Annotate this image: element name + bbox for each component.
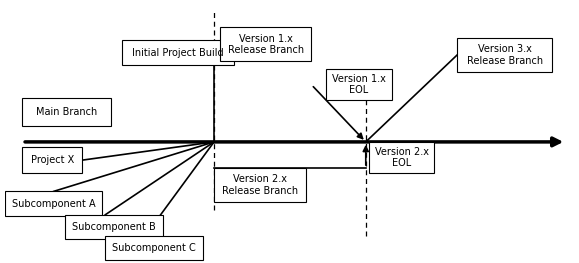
FancyBboxPatch shape [369,142,434,173]
FancyBboxPatch shape [105,236,203,260]
FancyBboxPatch shape [122,41,234,65]
FancyBboxPatch shape [214,168,306,202]
FancyBboxPatch shape [457,38,552,72]
Text: Version 1.x
Release Branch: Version 1.x Release Branch [228,33,303,55]
Text: Version 3.x
Release Branch: Version 3.x Release Branch [467,44,543,65]
FancyBboxPatch shape [220,27,312,61]
Text: Subcomponent C: Subcomponent C [112,243,196,253]
Text: Version 1.x
EOL: Version 1.x EOL [332,74,386,95]
Text: Project X: Project X [31,155,74,165]
Text: Version 2.x
EOL: Version 2.x EOL [375,147,428,168]
Text: Version 2.x
Release Branch: Version 2.x Release Branch [222,174,298,196]
FancyBboxPatch shape [22,147,82,173]
Text: Subcomponent B: Subcomponent B [72,222,156,232]
FancyBboxPatch shape [326,69,391,100]
Text: Initial Project Build: Initial Project Build [133,48,224,58]
FancyBboxPatch shape [65,215,163,240]
FancyBboxPatch shape [22,98,111,126]
FancyBboxPatch shape [5,191,102,216]
Text: Subcomponent A: Subcomponent A [12,199,96,209]
Text: Main Branch: Main Branch [36,107,97,117]
